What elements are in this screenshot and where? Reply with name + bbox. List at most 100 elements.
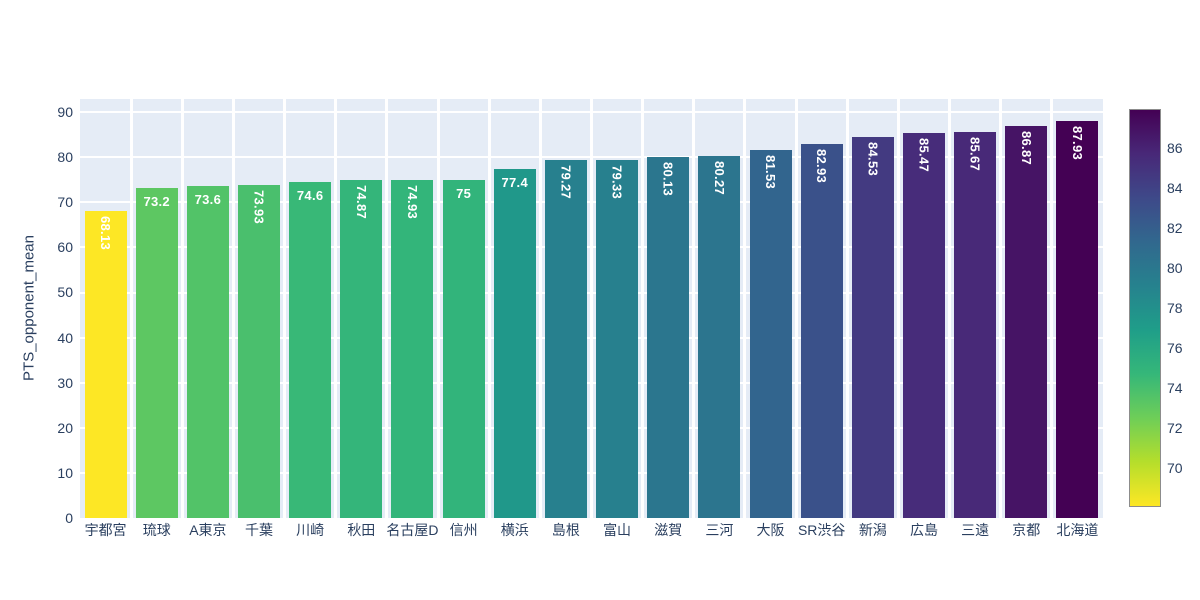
gridline-vertical [845, 99, 849, 518]
gridline-vertical [590, 99, 593, 518]
bar-label-container: 82.93 [801, 144, 843, 518]
bar[interactable]: 84.53 [851, 136, 894, 518]
y-tick-label: 60 [57, 239, 73, 256]
colorbar-tick-label: 80 [1167, 259, 1183, 276]
bar-label-container: 75 [443, 180, 485, 518]
bar-value-label: 85.67 [967, 136, 983, 171]
bar[interactable]: 73.6 [186, 186, 229, 518]
gridline-vertical [538, 99, 542, 518]
bar-value-label: 73.93 [251, 189, 267, 224]
bar[interactable]: 74.93 [391, 180, 434, 518]
bar-label-container: 68.13 [85, 211, 127, 518]
x-tick-label: 島根 [551, 522, 580, 538]
x-tick-label: SR渋谷 [797, 522, 846, 538]
bar-label-container: 87.93 [1056, 121, 1098, 518]
bar-value-label: 82.93 [814, 148, 830, 184]
y-axis-title: PTS_opponent_mean [20, 235, 38, 381]
bar[interactable]: 74.6 [289, 181, 332, 518]
gridline-vertical [743, 99, 747, 518]
y-tick-label: 0 [65, 510, 73, 526]
bar-value-label: 79.27 [558, 165, 574, 200]
bar[interactable]: 80.27 [698, 155, 741, 518]
colorbar [1129, 109, 1161, 507]
bar[interactable]: 73.93 [238, 184, 281, 518]
x-tick-label: 秋田 [347, 522, 376, 538]
colorbar-tick-label: 82 [1167, 219, 1183, 236]
y-tick-label: 70 [57, 194, 73, 211]
gridline-vertical [641, 99, 645, 518]
x-tick-label: 千葉 [245, 522, 274, 538]
x-tick-label: 横浜 [500, 522, 529, 538]
bar[interactable]: 75 [442, 179, 485, 518]
bar-label-container: 86.87 [1005, 126, 1047, 518]
colorbar-tick-label: 70 [1167, 459, 1183, 476]
bar[interactable]: 73.2 [135, 187, 178, 518]
gridline-vertical [896, 99, 900, 518]
x-tick-label: 宇都宮 [84, 522, 127, 538]
bar-value-label: 73.2 [143, 193, 170, 209]
bar-value-label: 85.47 [916, 137, 932, 172]
bar-label-container: 81.53 [750, 150, 792, 518]
x-tick-label: 川崎 [296, 522, 325, 538]
bar-label-container: 74.6 [289, 182, 331, 518]
colorbar-tick-label: 74 [1167, 379, 1183, 396]
x-tick-label: A東京 [189, 522, 227, 538]
bar-label-container: 79.33 [596, 160, 638, 518]
x-tick-label: 京都 [1012, 522, 1041, 538]
bar-label-container: 77.4 [494, 169, 536, 518]
x-tick-label: 三遠 [961, 522, 990, 538]
x-tick-label: 信州 [449, 522, 478, 538]
bar[interactable]: 86.87 [1005, 126, 1048, 518]
bar[interactable]: 85.47 [902, 132, 945, 518]
bar[interactable]: 85.67 [954, 131, 997, 518]
bar[interactable]: 81.53 [749, 150, 792, 518]
bar-value-label: 75 [456, 185, 472, 201]
gridline-vertical [999, 99, 1003, 518]
bar-value-label: 84.53 [865, 141, 881, 176]
bar[interactable]: 79.33 [596, 160, 639, 518]
x-tick-label: 新潟 [858, 522, 887, 538]
bar-label-container: 80.27 [698, 156, 740, 518]
bar-label-container: 84.53 [852, 137, 894, 518]
bar-label-container: 73.2 [136, 188, 178, 518]
bar-value-label: 80.27 [711, 160, 727, 196]
y-tick-label: 10 [57, 464, 73, 481]
bar-label-container: 79.27 [545, 160, 587, 518]
colorbar-tick-label: 76 [1167, 339, 1183, 356]
bar-label-container: 74.87 [340, 180, 382, 518]
bar-label-container: 80.13 [647, 157, 689, 518]
gridline-vertical [231, 99, 235, 518]
y-tick-label: 30 [57, 374, 73, 391]
bar-value-label: 80.13 [660, 161, 676, 196]
gridline-vertical [487, 99, 491, 518]
colorbar-tick-label: 86 [1167, 139, 1183, 156]
bar-value-label: 74.93 [404, 185, 420, 220]
gridline-vertical [129, 99, 133, 518]
bar[interactable]: 77.4 [493, 168, 536, 518]
bar[interactable]: 68.13 [84, 210, 127, 518]
bar-value-label: 79.33 [609, 165, 625, 200]
y-tick-label: 20 [57, 419, 73, 436]
x-tick-label: 琉球 [142, 522, 171, 538]
bar[interactable]: 87.93 [1056, 121, 1099, 518]
x-tick-label: 名古屋D [386, 522, 439, 538]
gridline-vertical [334, 99, 338, 518]
bar-value-label: 74.6 [296, 187, 324, 203]
bar[interactable]: 80.13 [647, 156, 690, 518]
bar[interactable]: 79.27 [544, 160, 587, 518]
bar[interactable]: 82.93 [800, 143, 843, 518]
bar-label-container: 85.47 [903, 133, 945, 518]
bar[interactable]: 74.87 [340, 180, 383, 518]
x-tick-label: 富山 [603, 522, 632, 538]
y-tick-label: 90 [57, 104, 73, 121]
bar-label-container: 74.93 [391, 180, 433, 518]
gridline-vertical [794, 99, 798, 518]
x-tick-label: 三河 [705, 522, 734, 538]
bar-label-container: 85.67 [954, 132, 996, 518]
gridline-vertical [283, 99, 287, 518]
x-tick-label: 大阪 [756, 522, 785, 538]
bar-label-container: 73.93 [238, 185, 280, 518]
bar-value-label: 73.6 [194, 192, 222, 208]
bar-value-label: 74.87 [353, 185, 369, 220]
